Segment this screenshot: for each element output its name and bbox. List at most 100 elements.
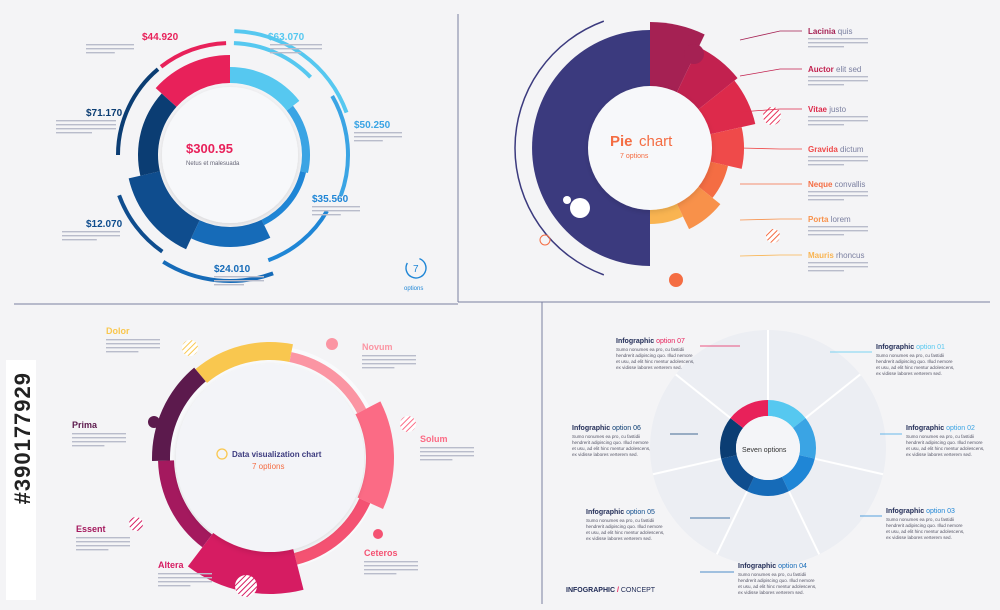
filler-text-line bbox=[420, 451, 474, 453]
filler-text-line bbox=[808, 230, 868, 232]
pie-subtitle: 7 options bbox=[620, 153, 649, 160]
opt-divider-5 bbox=[715, 487, 750, 555]
dv-segment-6 bbox=[158, 460, 213, 548]
opt-body-4-4: ex vidisse labores verterem sed. bbox=[738, 590, 804, 595]
dv-subtitle: 7 options bbox=[252, 462, 284, 471]
filler-text-line bbox=[362, 359, 416, 361]
filler-text-line bbox=[312, 214, 341, 216]
opt-ring-segment-5 bbox=[721, 455, 755, 492]
dv-segment-2 bbox=[289, 352, 367, 414]
filler-text-line bbox=[158, 585, 191, 587]
filler-text-line bbox=[354, 140, 383, 142]
dv-segment-1 bbox=[195, 342, 293, 383]
value-label-4: $35.560 bbox=[312, 194, 349, 205]
opt-center-label: Seven options bbox=[742, 447, 787, 454]
opt-body-6-2: hendrerit adipiscing quo. Illud nemore bbox=[572, 440, 649, 445]
leader-line-4 bbox=[739, 147, 802, 150]
opt-body-7-4: ex vidisse labores verterem sed. bbox=[616, 365, 682, 370]
opt-body-6-4: ex vidisse labores verterem sed. bbox=[572, 452, 638, 457]
dv-label-5: Altera bbox=[158, 560, 185, 570]
dv-title: Data visualization chart bbox=[232, 450, 322, 459]
opt-ring-segment-6 bbox=[720, 418, 743, 459]
filler-text-line bbox=[420, 447, 474, 449]
filler-text-line bbox=[76, 545, 130, 547]
opt-body-1-1: Sumo nonumes ea pro, cu fastidii bbox=[876, 353, 944, 358]
dv-center-disc bbox=[176, 364, 364, 552]
filler-text-line bbox=[808, 195, 868, 197]
opt-divider-3 bbox=[810, 456, 884, 476]
options-indicator-arc bbox=[405, 257, 427, 279]
filler-text-line bbox=[86, 48, 134, 50]
opt-title-5: Infographic option 05 bbox=[586, 509, 655, 516]
filler-text-line bbox=[214, 284, 244, 286]
dv-segment-3 bbox=[355, 401, 395, 509]
filler-text-line bbox=[808, 156, 868, 158]
opt-divider-2 bbox=[801, 373, 861, 422]
filler-text-line bbox=[106, 351, 139, 353]
filler-text-line bbox=[808, 46, 844, 48]
dv-label-6: Essent bbox=[76, 524, 106, 534]
opt-body-1-4: ex vidisse labores verterem sed. bbox=[876, 371, 942, 376]
opt-body-6-3: et usu, ad elit hinc mentur adolescens, bbox=[572, 446, 650, 451]
dv-deco-hatched-yellow bbox=[182, 340, 198, 356]
opt-body-4-1: Sumo nonumes ea pro, cu fastidii bbox=[738, 572, 806, 577]
dv-label-2: Novum bbox=[362, 342, 393, 352]
filler-text-line bbox=[270, 52, 302, 54]
ring-segment-3 bbox=[286, 105, 310, 173]
pie-outer-arc bbox=[514, 20, 605, 276]
opt-divider-4 bbox=[786, 487, 821, 555]
filler-text-line bbox=[808, 84, 844, 86]
pie-label-5: Neque convallis bbox=[808, 180, 865, 189]
filler-text-line bbox=[364, 569, 418, 571]
filler-text-line bbox=[62, 235, 120, 237]
opt-divider-7 bbox=[675, 373, 735, 422]
filler-text-line bbox=[312, 210, 360, 212]
dv-label-3: Solum bbox=[420, 434, 448, 444]
filler-text-line bbox=[362, 367, 395, 369]
filler-text-line bbox=[808, 234, 844, 236]
pie-title-word1: Pie bbox=[610, 133, 633, 150]
opt-body-7-1: Sumo nonumes ea pro, cu fastidii bbox=[616, 347, 684, 352]
opt-body-3-3: et usu, ad elit hinc mentur adolescens, bbox=[886, 529, 964, 534]
filler-text-line bbox=[72, 441, 126, 443]
filler-text-line bbox=[214, 276, 264, 278]
filler-text-line bbox=[214, 280, 264, 282]
opt-body-4-3: et usu, ad elit hinc mentur adolescens, bbox=[738, 584, 816, 589]
filler-text-line bbox=[62, 239, 97, 241]
opt-title-3: Infographic option 03 bbox=[886, 508, 955, 515]
pie-label-3: Vitae justo bbox=[808, 105, 847, 114]
options-label: options bbox=[404, 286, 423, 292]
pie-label-4: Gravida dictum bbox=[808, 145, 864, 154]
filler-text-line bbox=[72, 445, 105, 447]
outer-guide-arc-7 bbox=[117, 194, 164, 254]
center-disc bbox=[162, 87, 298, 223]
opt-body-5-2: hendrerit adipiscing quo. Illud nemore bbox=[586, 524, 663, 529]
filler-text-line bbox=[86, 44, 134, 46]
filler-text-line bbox=[72, 433, 126, 435]
filler-text-line bbox=[56, 128, 116, 130]
center-value: $300.95 bbox=[186, 141, 233, 156]
opt-body-2-2: hendrerit adipiscing quo. Illud nemore bbox=[906, 440, 983, 445]
filler-text-line bbox=[362, 355, 416, 357]
opt-title-2: Infographic option 02 bbox=[906, 425, 975, 432]
value-label-7: $71.170 bbox=[86, 108, 123, 119]
opt-ring-segment-2 bbox=[793, 418, 816, 459]
leader-line-3 bbox=[739, 108, 802, 113]
pie-label-6: Porta lorem bbox=[808, 215, 851, 224]
deco-hatched-red bbox=[763, 107, 781, 125]
dv-deco-plum bbox=[148, 416, 160, 428]
opt-body-1-3: et usu, ad elit hinc mentur adolescens, bbox=[876, 365, 954, 370]
leader-line-6 bbox=[739, 218, 802, 221]
filler-text-line bbox=[72, 437, 126, 439]
filler-text-line bbox=[106, 347, 160, 349]
filler-text-line bbox=[158, 577, 212, 579]
filler-text-line bbox=[808, 120, 868, 122]
value-label-2: $63.070 bbox=[268, 32, 305, 43]
ring-segment-6 bbox=[128, 171, 200, 250]
filler-text-line bbox=[808, 266, 868, 268]
filler-text-line bbox=[364, 565, 418, 567]
opt-body-7-2: hendrerit adipiscing quo. Illud nemore bbox=[616, 353, 693, 358]
center-subtitle: Netus et malesuada bbox=[186, 161, 240, 167]
panel-data-visualization-chart: Data visualization chart 7 options Dolor No… bbox=[72, 326, 474, 597]
filler-text-line bbox=[808, 199, 844, 201]
